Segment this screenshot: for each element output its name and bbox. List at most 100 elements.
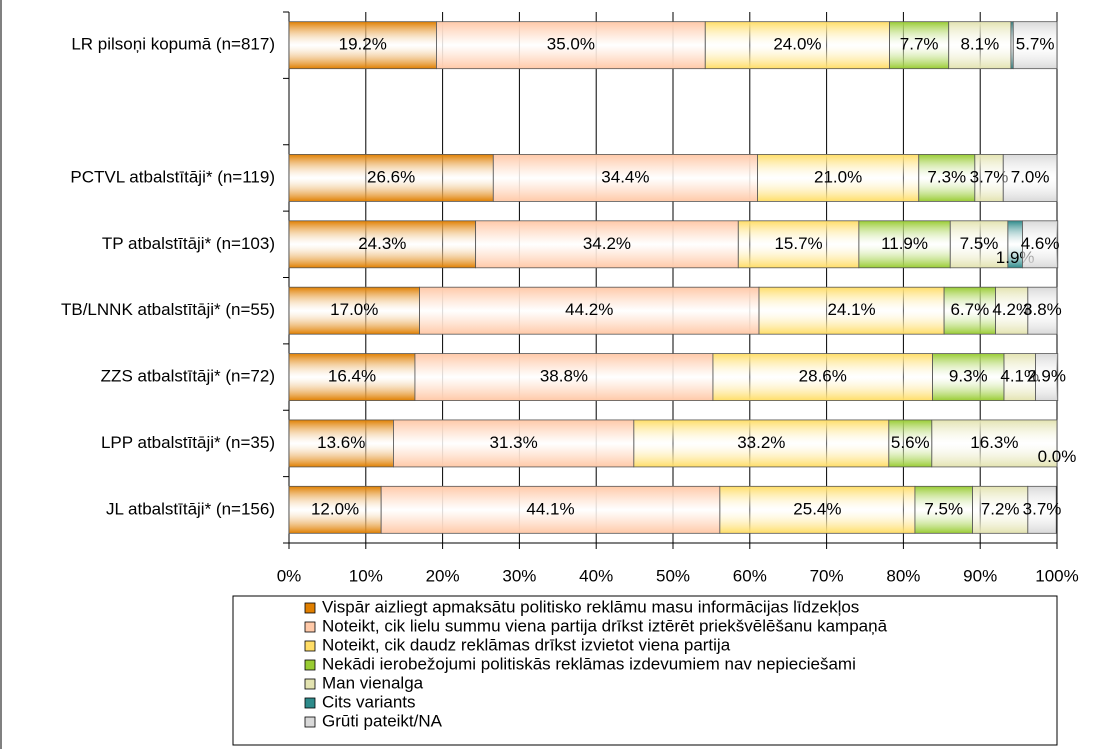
bar-segment xyxy=(288,220,477,269)
x-tick-label: 90% xyxy=(963,566,997,585)
bar-segment xyxy=(888,419,933,468)
bar-segment xyxy=(737,220,860,269)
bar-segment xyxy=(288,485,382,534)
data-label: 35.0% xyxy=(547,35,595,54)
bar-segment xyxy=(288,286,420,335)
x-tick-label: 40% xyxy=(579,566,613,585)
data-label: 4.6% xyxy=(1021,234,1060,253)
bar-segment xyxy=(380,485,721,534)
category-label: LR pilsoņi kopumā (n=817) xyxy=(71,35,275,54)
data-label: 0.0% xyxy=(1038,447,1077,466)
bar-segment xyxy=(436,21,706,70)
bar-segment xyxy=(1027,286,1058,335)
x-tick-label: 70% xyxy=(810,566,844,585)
data-label: 13.6% xyxy=(317,433,365,452)
bar-segment xyxy=(949,220,1009,269)
data-label: 9.3% xyxy=(949,367,988,386)
x-tick-label: 60% xyxy=(733,566,767,585)
legend-box xyxy=(232,595,1058,746)
bar-segment xyxy=(1012,21,1058,70)
data-label: 7.0% xyxy=(1011,167,1050,186)
data-label: 2.9% xyxy=(1027,367,1066,386)
legend-swatch xyxy=(304,678,316,690)
legend-label: Man vienalga xyxy=(322,673,424,692)
bar-segment xyxy=(492,154,758,202)
legend-swatch xyxy=(304,621,316,633)
x-tick-label: 50% xyxy=(656,566,690,585)
data-label: 19.2% xyxy=(339,35,387,54)
data-label: 16.3% xyxy=(970,433,1018,452)
bar-segment xyxy=(288,154,494,202)
data-label: 15.7% xyxy=(774,234,822,253)
bar-segment xyxy=(393,419,635,468)
bar-segment xyxy=(633,419,890,468)
data-label: 24.0% xyxy=(773,35,821,54)
legend-swatch xyxy=(304,640,316,652)
bar-segment xyxy=(719,485,916,534)
legend-label: Nekādi ierobežojumi politiskās reklāmas … xyxy=(322,654,856,673)
data-label: 38.8% xyxy=(540,367,588,386)
bar-segment xyxy=(757,154,920,202)
bar-segment xyxy=(948,21,1012,70)
legend-label: Noteikt, cik daudz reklāmas drīkst izvie… xyxy=(322,635,731,654)
data-label: 21.0% xyxy=(814,167,862,186)
data-label: 34.2% xyxy=(583,234,631,253)
data-label: 44.1% xyxy=(526,499,574,518)
data-label: 7.5% xyxy=(960,234,999,253)
data-label: 8.1% xyxy=(960,35,999,54)
bar-segment xyxy=(1002,154,1058,202)
data-label: 34.4% xyxy=(601,167,649,186)
bar-segment xyxy=(931,419,1058,468)
data-label: 5.6% xyxy=(891,433,930,452)
data-label: 28.6% xyxy=(799,367,847,386)
bar-segment xyxy=(414,353,714,401)
bar-segment xyxy=(918,154,976,202)
data-label: 33.2% xyxy=(737,433,785,452)
bar-segment xyxy=(288,21,437,70)
x-tick-label: 100% xyxy=(1035,566,1078,585)
bar-segment xyxy=(972,485,1029,534)
x-tick-label: 30% xyxy=(502,566,536,585)
legend-swatch xyxy=(304,697,316,709)
data-label: 26.6% xyxy=(367,167,415,186)
x-tick-label: 20% xyxy=(426,566,460,585)
legend-label: Grūti pateikt/NA xyxy=(322,711,443,730)
data-label: 6.7% xyxy=(950,300,989,319)
data-label: 44.2% xyxy=(565,300,613,319)
bar-segment xyxy=(889,21,950,70)
category-label: TP atbalstītāji* (n=103) xyxy=(102,234,275,253)
legend-label: Cits variants xyxy=(322,692,416,711)
bar-segment xyxy=(1027,485,1057,534)
category-label: ZZS atbalstītāji* (n=72) xyxy=(101,367,275,386)
x-tick-label: 0% xyxy=(277,566,302,585)
legend-swatch xyxy=(304,602,316,614)
data-label: 12.0% xyxy=(311,499,359,518)
data-label: 7.2% xyxy=(981,499,1020,518)
data-label: 16.4% xyxy=(328,367,376,386)
data-label: 24.1% xyxy=(827,300,875,319)
bar-segment xyxy=(1003,353,1036,401)
data-label: 3.7% xyxy=(1023,499,1062,518)
data-label: 31.3% xyxy=(490,433,538,452)
bar-segment xyxy=(943,286,996,335)
category-label: LPP atbalstītāji* (n=35) xyxy=(101,433,275,452)
bar-segment xyxy=(712,353,933,401)
data-label: 5.7% xyxy=(1016,35,1055,54)
data-label: 7.7% xyxy=(900,35,939,54)
data-label: 11.9% xyxy=(881,234,928,253)
category-label: JL atbalstītāji* (n=156) xyxy=(106,499,275,518)
bar-segment xyxy=(419,286,760,335)
data-label: 4.2% xyxy=(992,300,1031,319)
bar-segment xyxy=(475,220,739,269)
x-tick-label: 10% xyxy=(349,566,383,585)
bar-segment xyxy=(288,353,416,401)
data-label: 7.3% xyxy=(927,167,966,186)
data-label: 3.7% xyxy=(970,167,1009,186)
category-label: TB/LNNK atbalstītāji* (n=55) xyxy=(61,300,275,319)
bar-segment xyxy=(1035,353,1059,401)
x-tick-label: 80% xyxy=(886,566,920,585)
category-label: PCTVL atbalstītāji* (n=119) xyxy=(70,167,275,186)
data-label: 17.0% xyxy=(330,300,378,319)
bar-segment xyxy=(1022,220,1059,269)
